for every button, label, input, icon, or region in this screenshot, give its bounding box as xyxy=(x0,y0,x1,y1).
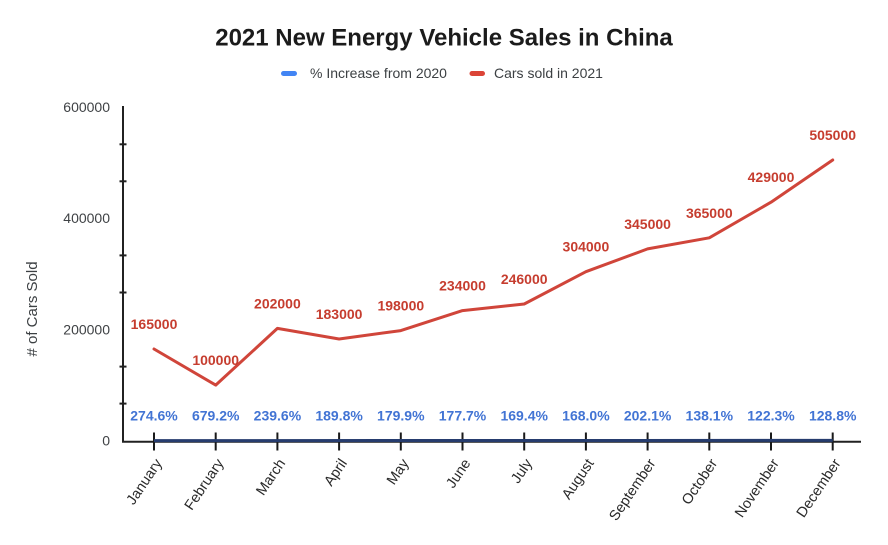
svg-text:June: June xyxy=(443,456,474,491)
svg-text:679.2%: 679.2% xyxy=(192,408,240,424)
svg-text:169.4%: 169.4% xyxy=(500,408,548,424)
svg-text:December: December xyxy=(794,456,845,521)
svg-text:0: 0 xyxy=(102,433,110,449)
svg-text:198000: 198000 xyxy=(377,298,424,314)
svg-text:165000: 165000 xyxy=(131,316,178,332)
svg-text:February: February xyxy=(182,456,228,514)
svg-text:234000: 234000 xyxy=(439,278,486,294)
svg-text:July: July xyxy=(508,456,536,487)
svg-text:189.8%: 189.8% xyxy=(315,408,363,424)
svg-text:May: May xyxy=(384,456,413,488)
svg-text:138.1%: 138.1% xyxy=(686,408,734,424)
svg-text:168.0%: 168.0% xyxy=(562,408,610,424)
svg-text:183000: 183000 xyxy=(316,306,363,322)
svg-text:505000: 505000 xyxy=(809,127,856,143)
svg-text:122.3%: 122.3% xyxy=(747,408,795,424)
svg-text:August: August xyxy=(559,456,598,502)
svg-text:239.6%: 239.6% xyxy=(254,408,302,424)
svg-text:April: April xyxy=(321,456,350,489)
svg-text:September: September xyxy=(606,456,659,524)
svg-text:400000: 400000 xyxy=(63,210,110,226)
svg-text:345000: 345000 xyxy=(624,216,671,232)
svg-text:202.1%: 202.1% xyxy=(624,408,672,424)
svg-text:179.9%: 179.9% xyxy=(377,408,425,424)
svg-text:% Increase from 2020: % Increase from 2020 xyxy=(310,65,447,81)
svg-text:# of Cars Sold: # of Cars Sold xyxy=(24,261,41,356)
svg-text:304000: 304000 xyxy=(563,239,610,255)
svg-text:246000: 246000 xyxy=(501,271,548,287)
svg-text:November: November xyxy=(732,456,783,521)
svg-text:200000: 200000 xyxy=(63,321,110,337)
svg-text:October: October xyxy=(679,456,721,508)
svg-text:177.7%: 177.7% xyxy=(439,408,487,424)
svg-text:January: January xyxy=(124,456,167,508)
svg-text:600000: 600000 xyxy=(63,99,110,115)
svg-text:429000: 429000 xyxy=(748,169,795,185)
svg-text:365000: 365000 xyxy=(686,205,733,221)
svg-text:Cars sold in 2021: Cars sold in 2021 xyxy=(494,65,603,81)
svg-text:March: March xyxy=(253,456,289,498)
svg-text:128.8%: 128.8% xyxy=(809,408,857,424)
svg-text:2021 New Energy Vehicle Sales: 2021 New Energy Vehicle Sales in China xyxy=(215,25,673,52)
svg-text:274.6%: 274.6% xyxy=(130,408,178,424)
svg-text:202000: 202000 xyxy=(254,295,301,311)
svg-text:100000: 100000 xyxy=(192,352,239,368)
